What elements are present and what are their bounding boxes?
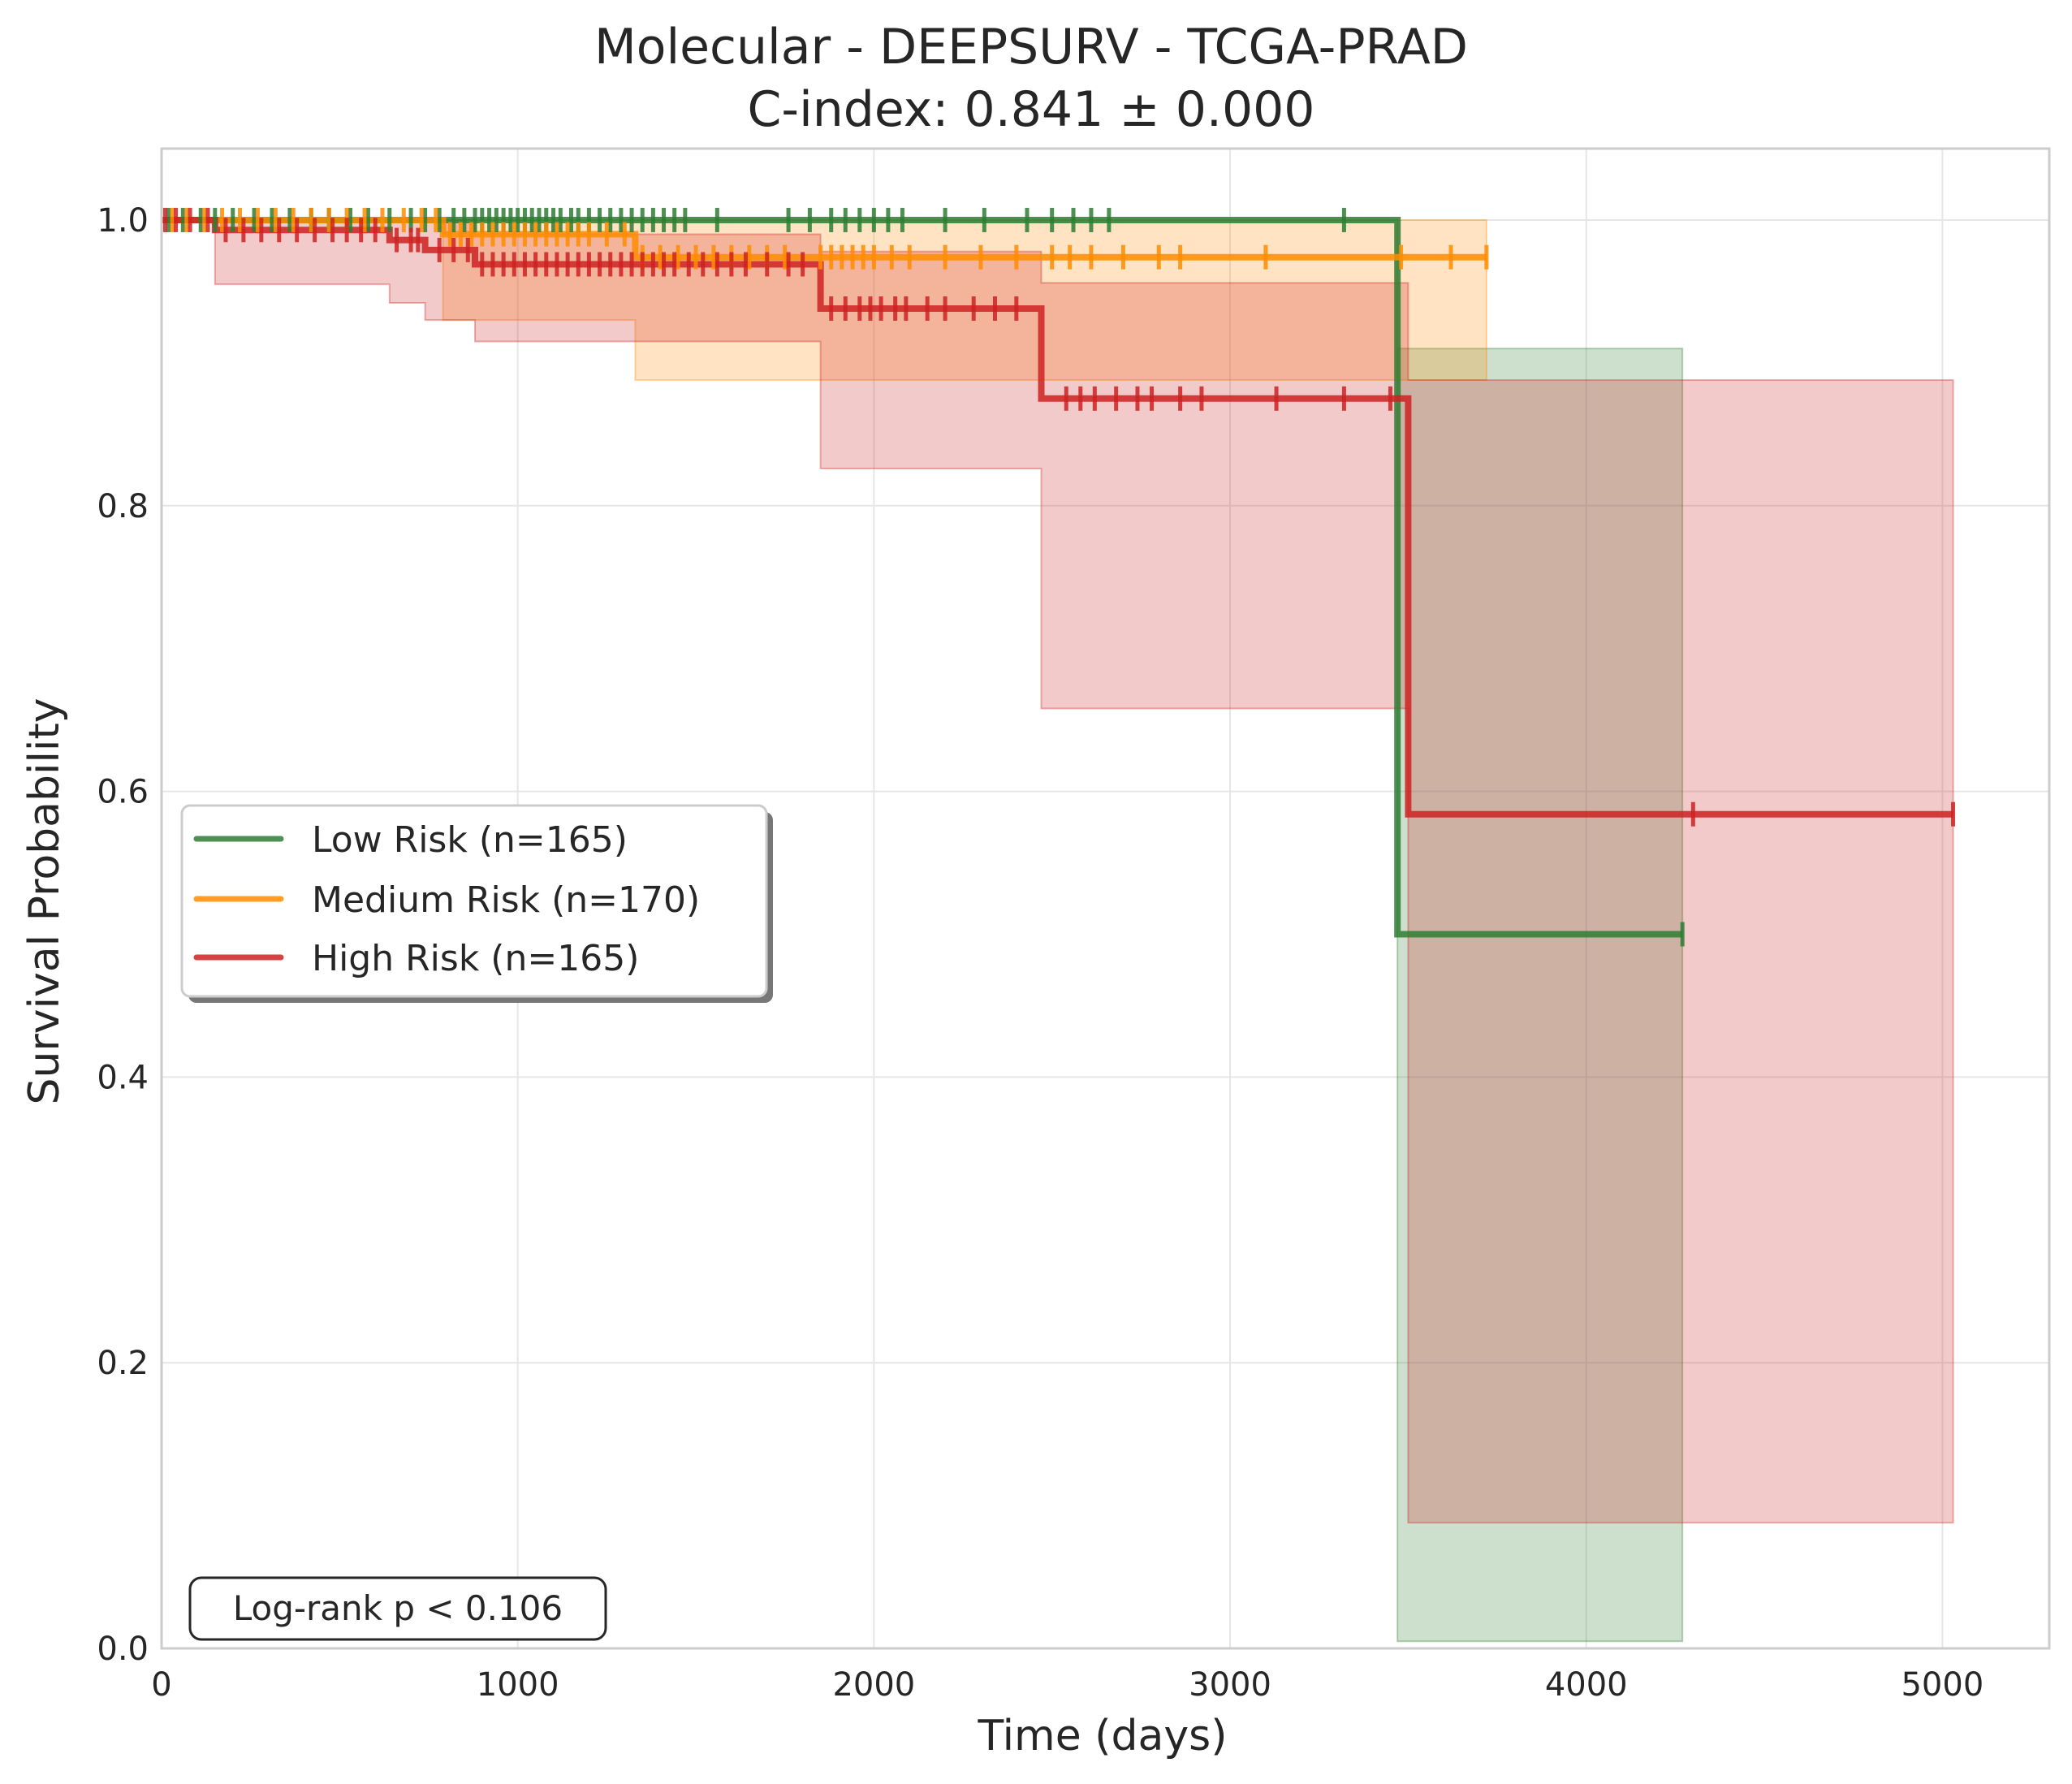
survival-curve-medium-risk bbox=[162, 217, 1487, 261]
x-tick-label: 3000 bbox=[1189, 1666, 1271, 1704]
survival-curve-low-risk bbox=[162, 217, 1683, 938]
legend-box bbox=[180, 804, 768, 998]
y-tick-label: 0.8 bbox=[97, 488, 149, 525]
chart-title: Molecular - DEEPSURV - TCGA-PRAD bbox=[594, 19, 1468, 76]
x-axis-label: Time (days) bbox=[977, 1712, 1227, 1760]
survival-curve-high-risk bbox=[162, 217, 1953, 818]
x-tick-label: 4000 bbox=[1545, 1666, 1628, 1704]
legend: Low Risk (n=165) Medium Risk (n=170) Hig… bbox=[180, 804, 773, 1003]
y-axis-label: Survival Probability bbox=[20, 698, 69, 1104]
x-tick-label: 2000 bbox=[832, 1666, 915, 1704]
survival-curves bbox=[162, 217, 1953, 938]
x-tick-label: 0 bbox=[151, 1666, 171, 1704]
y-tick-labels: 0.0 0.2 0.4 0.6 0.8 1.0 bbox=[97, 202, 149, 1668]
y-tick-label: 0.6 bbox=[97, 774, 149, 811]
logrank-annotation: Log-rank p < 0.106 bbox=[188, 1576, 607, 1641]
x-tick-label: 5000 bbox=[1901, 1666, 1984, 1704]
y-tick-label: 0.2 bbox=[97, 1345, 149, 1382]
chart-subtitle: C-index: 0.841 ± 0.000 bbox=[748, 81, 1315, 138]
ci-band-high-risk bbox=[162, 219, 1954, 1524]
y-tick-label: 0.4 bbox=[97, 1059, 149, 1096]
censor-marks bbox=[162, 207, 1956, 947]
legend-label-medium-risk: Medium Risk (n=170) bbox=[312, 879, 700, 921]
y-tick-label: 1.0 bbox=[97, 202, 149, 240]
y-tick-label: 0.0 bbox=[97, 1631, 149, 1668]
legend-label-high-risk: High Risk (n=165) bbox=[312, 938, 639, 979]
logrank-p-value: Log-rank p < 0.106 bbox=[233, 1588, 563, 1628]
legend-label-low-risk: Low Risk (n=165) bbox=[312, 819, 628, 861]
plot-frame bbox=[160, 147, 2051, 1650]
annotation-box bbox=[188, 1576, 607, 1641]
x-tick-labels: 0 1000 2000 3000 4000 5000 bbox=[151, 1666, 1984, 1704]
x-tick-label: 1000 bbox=[477, 1666, 559, 1704]
